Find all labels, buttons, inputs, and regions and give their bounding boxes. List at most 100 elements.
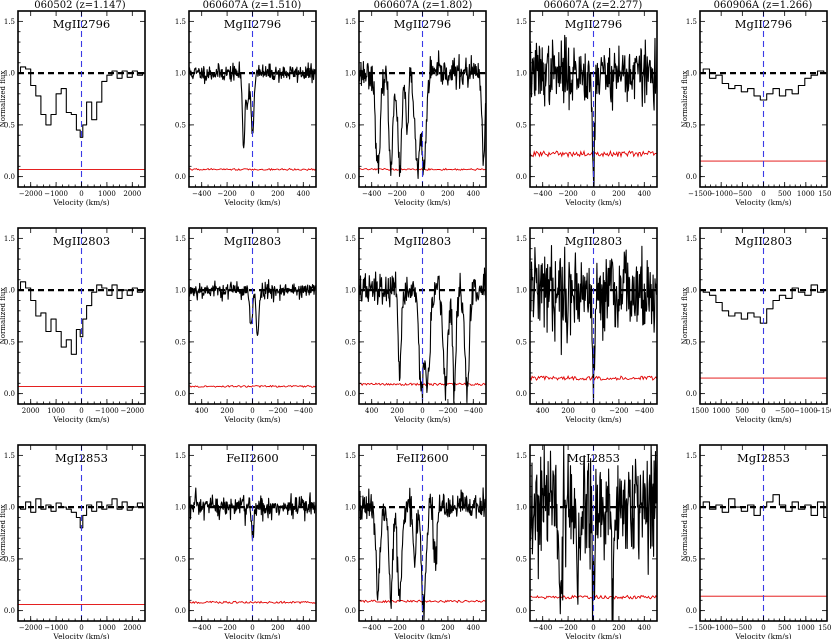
x-tick-label: 0 — [79, 407, 83, 415]
transition-label: MgII2796 — [53, 17, 111, 31]
x-tick-label: 400 — [536, 407, 549, 415]
panel-3-4-data — [530, 445, 657, 621]
y-tick-label: 1.5 — [686, 18, 697, 26]
x-tick-label: 0 — [761, 190, 765, 198]
x-tick-label: −200 — [558, 190, 577, 198]
x-tick-label: −200 — [217, 624, 236, 632]
x-tick-label: −400 — [192, 624, 211, 632]
panel-2-4: 400 200 0 −200 −400 0.0 0.5 1.0 1.5 Velocity (km/… — [516, 227, 658, 424]
x-axis-title: Velocity (km/s) — [734, 415, 791, 424]
x-tick-label: −400 — [294, 407, 313, 415]
x-tick-label: 0 — [420, 624, 424, 632]
flux-spectrum — [18, 66, 145, 138]
panel-grid: −2000 −1000 0 1000 20000.00.51.01.5Velocity … — [0, 10, 831, 639]
x-tick-label: 1000 — [797, 624, 815, 632]
y-tick-label: 1.5 — [175, 235, 186, 243]
x-tick-label: 200 — [271, 624, 284, 632]
x-tick-label: 1000 — [47, 407, 65, 415]
y-tick-label: 0.0 — [345, 607, 356, 615]
panel-1-1-data — [18, 66, 145, 170]
y-tick-label: 1.0 — [175, 70, 186, 78]
x-axis-title: Velocity (km/s) — [564, 632, 621, 639]
y-tick-label: 0.0 — [4, 390, 15, 398]
x-tick-label: −1500 — [688, 624, 712, 632]
x-tick-label: 0 — [250, 407, 254, 415]
y-tick-label: 0.5 — [686, 555, 697, 563]
x-tick-label: 200 — [271, 190, 284, 198]
x-tick-label: −2000 — [19, 624, 43, 632]
plot-frame — [188, 10, 317, 188]
y-tick-label: 1.0 — [4, 504, 15, 512]
x-axis-title: Velocity (km/s) — [734, 198, 791, 207]
y-tick-label: 0.0 — [4, 173, 15, 181]
x-axis-title: Velocity (km/s) — [52, 415, 109, 424]
y-tick-label: 0.5 — [345, 555, 356, 563]
x-axis-title: Velocity (km/s) — [393, 632, 450, 639]
y-tick-label: 1.5 — [686, 452, 697, 460]
x-tick-label: 1000 — [98, 190, 116, 198]
x-tick-label: −200 — [558, 624, 577, 632]
x-tick-label: −1000 — [44, 190, 68, 198]
y-tick-label: 0.5 — [4, 121, 15, 129]
y-tick-label: 1.5 — [175, 18, 186, 26]
y-tick-label: 0.5 — [4, 338, 15, 346]
plot-frame — [699, 444, 828, 622]
x-tick-label: −200 — [438, 407, 457, 415]
y-tick-label: 1.5 — [686, 235, 697, 243]
x-tick-label: −200 — [387, 624, 406, 632]
y-axis-title: Normalized flux — [681, 505, 689, 562]
column-title-3: 060607A (z=1.802) — [374, 0, 473, 11]
panel-1-2: −400 −200 0 200 400 0.0 0.5 1.0 1.5 Velocity (km/… — [175, 10, 317, 207]
x-axis-title: Velocity (km/s) — [52, 632, 109, 639]
panel-3-3-data — [359, 487, 486, 621]
plot-frame — [699, 10, 828, 188]
y-tick-label: 0.0 — [345, 390, 356, 398]
y-tick-label: 0.5 — [516, 121, 527, 129]
transition-label: MgII2803 — [565, 234, 623, 248]
y-tick-label: 0.5 — [686, 121, 697, 129]
x-tick-label: 1500 — [818, 624, 831, 632]
error-spectrum — [189, 167, 316, 172]
x-tick-label: 500 — [736, 407, 749, 415]
y-axis-title: Normalized flux — [0, 288, 7, 345]
y-tick-label: 1.0 — [516, 70, 527, 78]
column-titles: 060502 (z=1.147) 060607A (z=1.510) 06060… — [34, 0, 812, 11]
y-axis-title: Normalized flux — [0, 505, 7, 562]
y-tick-label: 0.5 — [345, 338, 356, 346]
y-tick-label: 0.0 — [175, 607, 186, 615]
x-tick-label: 0 — [79, 624, 83, 632]
y-tick-label: 1.5 — [345, 452, 356, 460]
transition-label: MgI2853 — [567, 451, 620, 465]
x-tick-label: −400 — [362, 190, 381, 198]
x-tick-label: 400 — [638, 624, 651, 632]
x-tick-label: 0 — [591, 407, 595, 415]
transition-label: MgII2796 — [565, 17, 623, 31]
x-tick-label: 0 — [250, 190, 254, 198]
x-tick-label: 1000 — [712, 407, 730, 415]
x-tick-label: 500 — [778, 190, 791, 198]
column-title-4: 060607A (z=2.277) — [544, 0, 643, 11]
y-tick-label: 0.0 — [4, 607, 15, 615]
y-axis-title: Normalized flux — [0, 71, 7, 128]
x-axis-title: Velocity (km/s) — [52, 198, 109, 207]
x-tick-label: 400 — [467, 190, 480, 198]
x-axis-title: Velocity (km/s) — [393, 198, 450, 207]
y-tick-label: 1.5 — [4, 452, 15, 460]
x-tick-label: 0 — [420, 407, 424, 415]
y-tick-label: 1.0 — [175, 287, 186, 295]
column-title-2: 060607A (z=1.510) — [203, 0, 302, 11]
y-tick-label: 1.0 — [345, 287, 356, 295]
x-tick-label: 0 — [420, 190, 424, 198]
x-tick-label: −1000 — [95, 407, 119, 415]
flux-spectrum — [359, 487, 486, 621]
x-tick-label: 2000 — [22, 407, 40, 415]
error-spectrum — [189, 600, 316, 605]
x-tick-label: −500 — [775, 407, 794, 415]
y-axis-title: Normalized flux — [681, 71, 689, 128]
x-tick-label: 200 — [612, 190, 625, 198]
y-tick-label: 0.0 — [175, 390, 186, 398]
panel-2-3: 400 200 0 −200 −400 0.0 0.5 1.0 1.5 Velocity (km/… — [345, 227, 487, 424]
x-tick-label: 1000 — [797, 190, 815, 198]
